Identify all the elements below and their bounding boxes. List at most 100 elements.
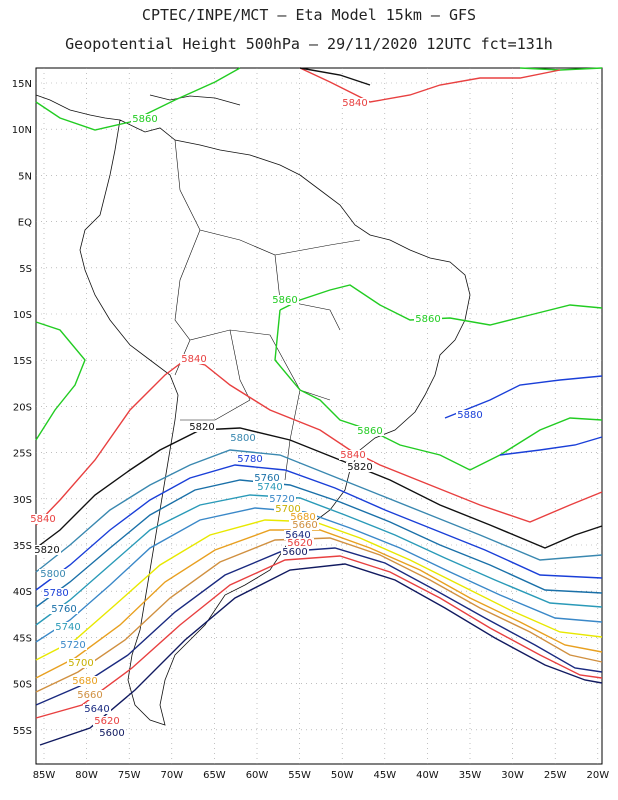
- contour-5860: [274, 309, 603, 471]
- contour-label-bg: [286, 538, 314, 548]
- contour-label: 5840: [340, 450, 365, 461]
- lat-label: 15S: [13, 356, 32, 367]
- contour-label: 5600: [282, 547, 307, 558]
- contour-label-bg: [29, 514, 57, 524]
- contour-label: 5820: [34, 545, 59, 556]
- lat-label: 55S: [13, 726, 32, 737]
- contour-label: 5820: [189, 422, 214, 433]
- contour-label-bg: [256, 482, 284, 492]
- caribbean-coast: [149, 94, 241, 106]
- lon-label: 65W: [203, 770, 226, 781]
- contour-5860: [35, 67, 241, 131]
- lat-label: 5S: [19, 264, 32, 275]
- contour-label: 5760: [254, 473, 279, 484]
- graticule: [36, 68, 602, 764]
- contour-label: 5620: [94, 716, 119, 727]
- lon-label: 20W: [586, 770, 609, 781]
- contour-label-bg: [346, 462, 374, 472]
- contour-5660: [35, 537, 603, 693]
- contour-label: 5840: [342, 98, 367, 109]
- lat-label: 50S: [13, 680, 32, 691]
- lat-label: EQ: [18, 218, 32, 229]
- contour-label: 5720: [269, 494, 294, 505]
- lon-label: 60W: [246, 770, 269, 781]
- contour-label: 5760: [51, 604, 76, 615]
- contour-label: 5740: [55, 622, 80, 633]
- lon-label: 50W: [331, 770, 354, 781]
- contour-label-bg: [271, 295, 299, 305]
- contour-label: 5800: [40, 569, 65, 580]
- lat-label: 20S: [13, 402, 32, 413]
- contour-label-bg: [236, 454, 264, 464]
- axis-labels: 85W 80W 75W 70W 65W 60W 55W 50W 45W 40W 35W 30W 25W 2…: [12, 79, 609, 781]
- lon-label: 55W: [288, 770, 311, 781]
- contour-label-bg: [281, 547, 309, 557]
- map-frame: [35, 67, 603, 765]
- lon-label: 25W: [544, 770, 567, 781]
- lon-label: 75W: [118, 770, 141, 781]
- contour-label: 5840: [30, 514, 55, 525]
- contour-label-bg: [98, 728, 126, 738]
- lon-label: 45W: [373, 770, 396, 781]
- contour-label-bg: [39, 569, 67, 579]
- contour-label-bg: [71, 676, 99, 686]
- contour-label: 5820: [347, 462, 372, 473]
- contour-5860: [279, 284, 603, 326]
- contour-label-bg: [93, 716, 121, 726]
- contour-label-bg: [42, 588, 70, 598]
- contour-label: 5660: [77, 690, 102, 701]
- contour-label-bg: [456, 410, 484, 420]
- contour-label-bg: [67, 658, 95, 668]
- contour-label: 5840: [181, 354, 206, 365]
- contour-label-bg: [54, 622, 82, 632]
- contour-5680: [35, 529, 603, 679]
- contour-5620: [35, 555, 603, 719]
- contour-labels: 5860584058605860584058205800578057605740…: [29, 98, 484, 739]
- contour-5760: [35, 479, 603, 608]
- contour-label-bg: [83, 704, 111, 714]
- lon-label: 30W: [501, 770, 524, 781]
- contour-5600: [39, 563, 603, 746]
- contour-label: 5800: [230, 433, 255, 444]
- contour-label-bg: [291, 520, 319, 530]
- contour-label-bg: [33, 545, 61, 555]
- contour-label: 5620: [287, 538, 312, 549]
- contour-5860: [35, 321, 86, 441]
- lat-label: 15N: [12, 79, 32, 90]
- lat-label: 40S: [13, 587, 32, 598]
- contour-label: 5860: [357, 426, 382, 437]
- lat-label: 10N: [12, 125, 32, 136]
- lat-label: 25S: [13, 449, 32, 460]
- contour-label: 5720: [60, 640, 85, 651]
- contour-5780: [35, 464, 603, 591]
- lat-label: 35S: [13, 541, 32, 552]
- contour-label-bg: [50, 604, 78, 614]
- contour-label: 5780: [43, 588, 68, 599]
- contour-label: 5860: [415, 314, 440, 325]
- contour-label-bg: [339, 450, 367, 460]
- contour-label: 5680: [72, 676, 97, 687]
- contour-label-bg: [289, 512, 317, 522]
- central-america-coast: [35, 94, 121, 121]
- contour-label-bg: [180, 354, 208, 364]
- contour-5840: [35, 359, 603, 526]
- contour-label-bg: [341, 98, 369, 108]
- contour-label: 5600: [99, 728, 124, 739]
- contour-label: 5880: [457, 410, 482, 421]
- contour-5740: [35, 494, 603, 626]
- lat-label: 45S: [13, 633, 32, 644]
- contour-label-bg: [253, 473, 281, 483]
- contour-label-bg: [284, 530, 312, 540]
- coastline: [35, 94, 471, 726]
- lat-label: 30S: [13, 495, 32, 506]
- contour-label: 5640: [285, 530, 310, 541]
- contour-label: 5660: [292, 520, 317, 531]
- contour-5880: [499, 436, 603, 456]
- contour-label-bg: [274, 504, 302, 514]
- contour-5640: [35, 547, 603, 706]
- south-america-coast: [79, 119, 471, 726]
- contour-label-bg: [188, 422, 216, 432]
- contour-label-bg: [59, 640, 87, 650]
- contour-5840: [299, 67, 561, 103]
- contour-label-bg: [414, 314, 442, 324]
